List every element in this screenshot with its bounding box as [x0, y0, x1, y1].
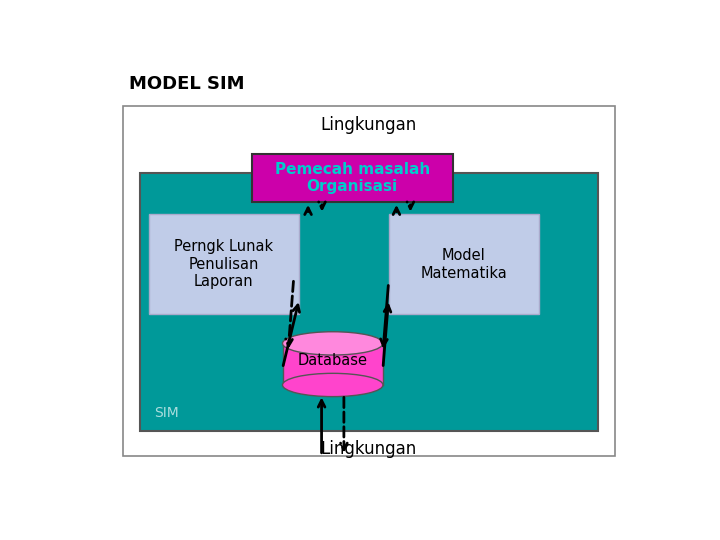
Ellipse shape: [282, 332, 383, 355]
FancyArrowPatch shape: [393, 208, 400, 214]
Bar: [124, 106, 615, 456]
FancyArrowPatch shape: [305, 208, 311, 214]
Text: SIM: SIM: [154, 406, 179, 420]
FancyArrowPatch shape: [319, 202, 325, 208]
Bar: [282, 343, 383, 385]
Text: Model
Matematika: Model Matematika: [420, 248, 507, 281]
Ellipse shape: [282, 373, 383, 396]
FancyArrowPatch shape: [318, 401, 325, 453]
Text: Perngk Lunak
Penulisan
Laporan: Perngk Lunak Penulisan Laporan: [174, 239, 274, 289]
Bar: [252, 154, 453, 202]
Bar: [389, 214, 539, 314]
Bar: [148, 214, 300, 314]
Text: Database: Database: [298, 353, 368, 368]
FancyArrowPatch shape: [286, 281, 294, 346]
Text: Lingkungan: Lingkungan: [321, 441, 417, 458]
Bar: [140, 173, 598, 431]
FancyArrowPatch shape: [381, 286, 388, 346]
FancyArrowPatch shape: [283, 305, 300, 366]
Text: Pemecah masalah
Organisasi: Pemecah masalah Organisasi: [274, 162, 430, 194]
FancyArrowPatch shape: [341, 397, 347, 450]
Text: MODEL SIM: MODEL SIM: [129, 75, 245, 93]
FancyArrowPatch shape: [407, 202, 414, 208]
FancyArrowPatch shape: [383, 305, 391, 366]
Text: Lingkungan: Lingkungan: [321, 116, 417, 134]
